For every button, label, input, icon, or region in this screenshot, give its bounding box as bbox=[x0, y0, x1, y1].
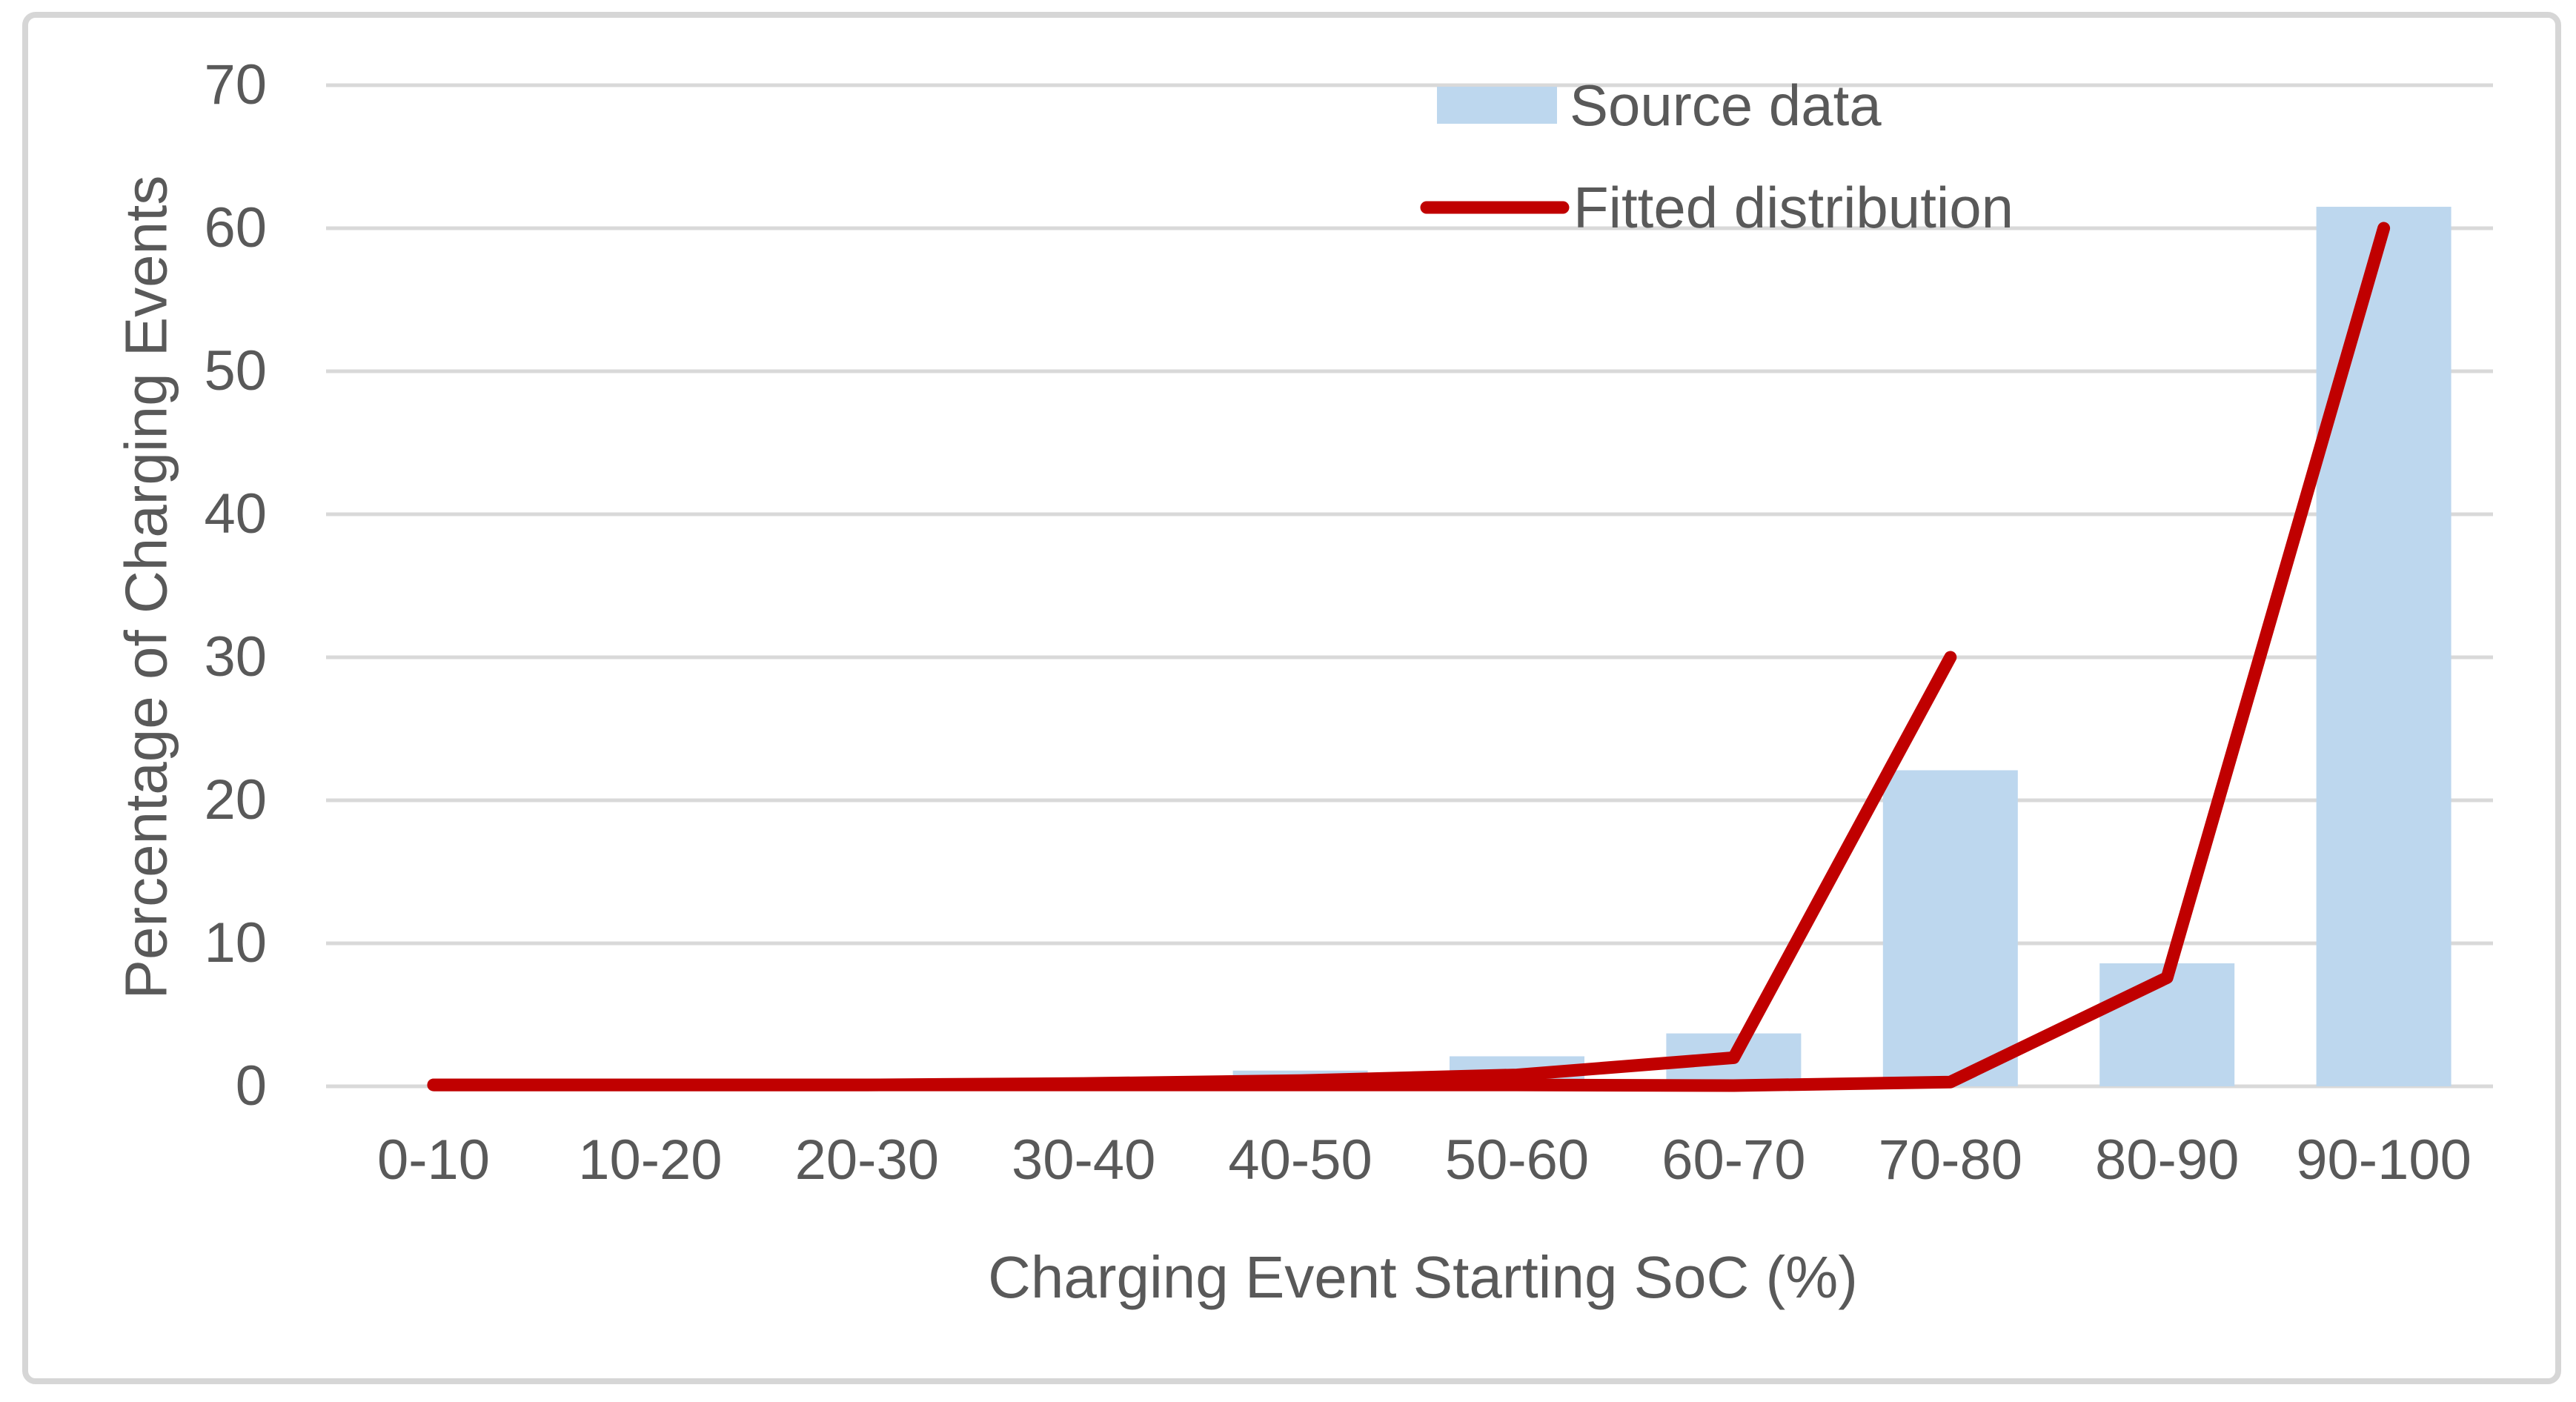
x-tick-label-10-20: 10-20 bbox=[578, 1129, 723, 1192]
legend-swatch-source-data bbox=[1437, 87, 1557, 124]
y-axis-title: Percentage of Charging Events bbox=[113, 175, 179, 1000]
x-axis-title: Charging Event Starting SoC (%) bbox=[988, 1244, 1858, 1310]
y-tick-label-60: 60 bbox=[204, 196, 267, 259]
y-tick-label-30: 30 bbox=[204, 625, 267, 688]
fitted-distribution-line-segment-2 bbox=[427, 651, 1957, 1092]
y-tick-label-40: 40 bbox=[204, 482, 267, 545]
bar-90-100 bbox=[2316, 207, 2451, 1086]
y-tick-label-50: 50 bbox=[204, 339, 267, 402]
bar-70-80 bbox=[1882, 770, 2018, 1086]
legend-label-fitted-distribution: Fitted distribution bbox=[1573, 175, 2014, 240]
legend-label-source-data: Source data bbox=[1570, 73, 1882, 138]
y-tick-label-70: 70 bbox=[204, 53, 267, 116]
x-tick-label-80-90: 80-90 bbox=[2094, 1129, 2240, 1192]
x-tick-label-30-40: 30-40 bbox=[1011, 1129, 1156, 1192]
x-tick-label-50-60: 50-60 bbox=[1444, 1129, 1590, 1192]
y-tick-label-10: 10 bbox=[204, 911, 267, 974]
x-tick-label-40-50: 40-50 bbox=[1228, 1129, 1372, 1192]
y-tick-label-0: 0 bbox=[235, 1054, 267, 1117]
x-tick-label-20-30: 20-30 bbox=[794, 1129, 939, 1192]
x-tick-label-60-70: 60-70 bbox=[1662, 1129, 1806, 1192]
y-tick-label-20: 20 bbox=[204, 768, 267, 831]
x-tick-label-90-100: 90-100 bbox=[2296, 1129, 2472, 1192]
x-tick-label-0-10: 0-10 bbox=[376, 1129, 491, 1192]
x-tick-label-70-80: 70-80 bbox=[1878, 1129, 2022, 1192]
